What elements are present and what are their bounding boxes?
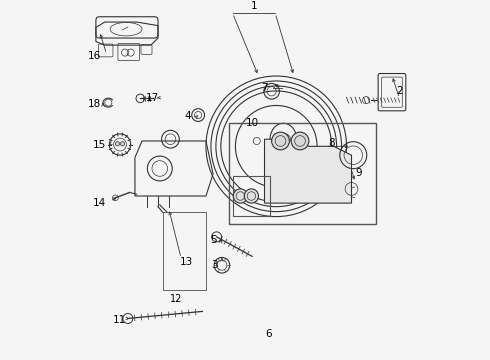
- Text: 16: 16: [88, 51, 101, 61]
- Circle shape: [233, 189, 247, 203]
- Circle shape: [121, 142, 124, 146]
- Circle shape: [116, 142, 120, 146]
- Text: 1: 1: [250, 1, 257, 11]
- Bar: [229, 123, 376, 224]
- Bar: [233, 176, 270, 216]
- Circle shape: [291, 132, 309, 150]
- Text: 7: 7: [261, 83, 268, 93]
- Text: 8: 8: [329, 138, 335, 148]
- Text: 5: 5: [210, 235, 217, 246]
- Text: 9: 9: [355, 168, 362, 178]
- Text: 3: 3: [212, 260, 218, 270]
- Text: 11: 11: [112, 315, 125, 325]
- Text: 12: 12: [170, 294, 182, 304]
- Circle shape: [245, 189, 259, 203]
- Text: 17: 17: [146, 93, 159, 103]
- Text: 14: 14: [93, 198, 106, 208]
- Bar: [163, 212, 206, 290]
- Text: 2: 2: [396, 86, 403, 96]
- Polygon shape: [265, 139, 351, 203]
- Text: 18: 18: [88, 99, 101, 109]
- Text: 4: 4: [185, 111, 192, 121]
- Text: 6: 6: [265, 329, 271, 339]
- Text: 13: 13: [180, 257, 193, 267]
- Text: 15: 15: [93, 140, 106, 149]
- Text: 10: 10: [245, 118, 259, 128]
- Circle shape: [271, 132, 290, 150]
